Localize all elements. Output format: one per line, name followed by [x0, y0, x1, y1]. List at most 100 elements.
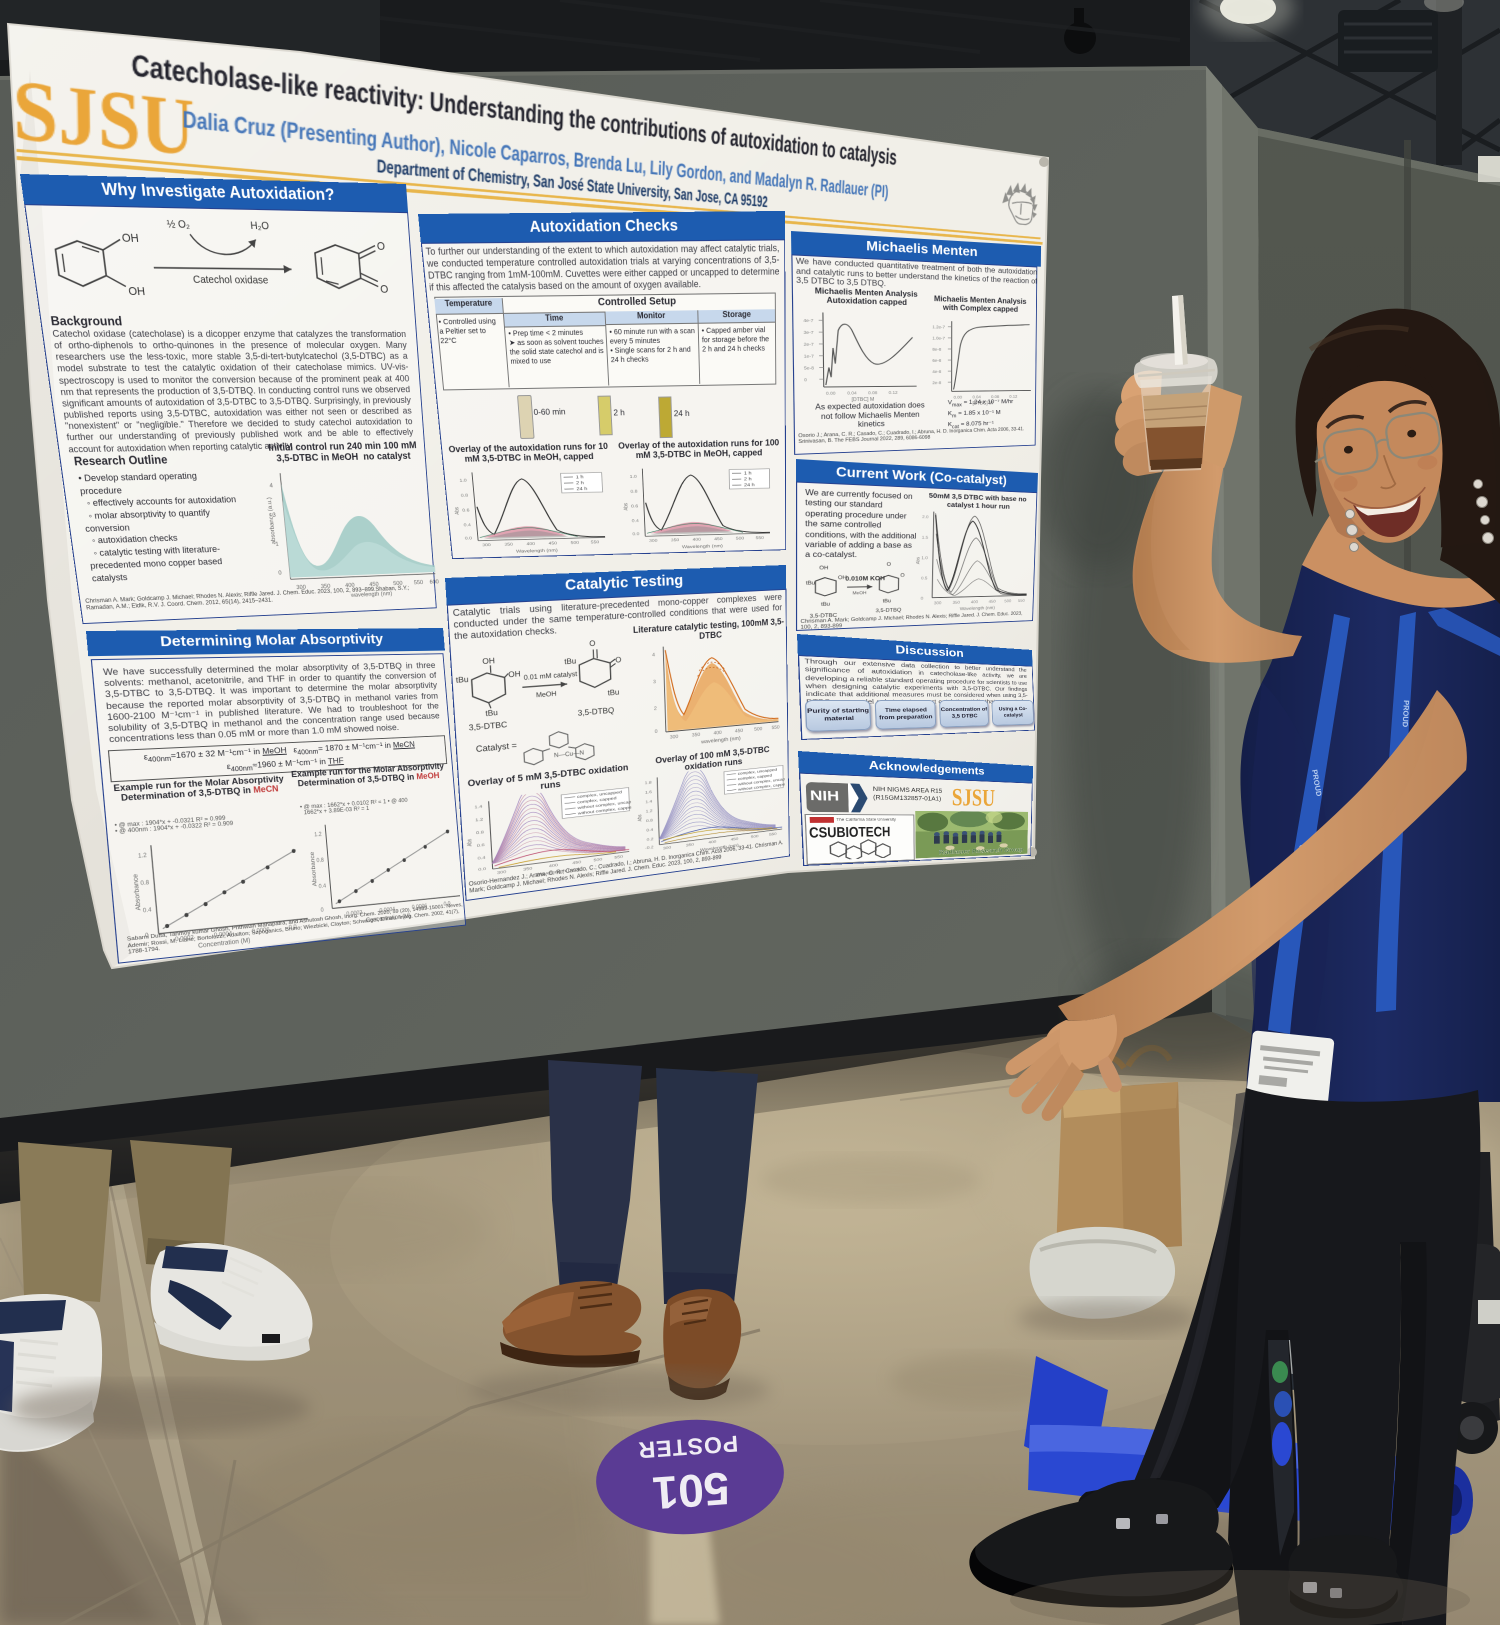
- svg-text:0: 0: [921, 597, 924, 601]
- svg-text:0: 0: [145, 932, 149, 939]
- svg-text:4: 4: [269, 483, 273, 489]
- svg-text:3,5-DTBQ: 3,5-DTBQ: [876, 607, 902, 614]
- svg-text:Wavelength (nm): Wavelength (nm): [700, 843, 739, 852]
- svg-text:300: 300: [934, 601, 942, 605]
- svg-text:0: 0: [804, 378, 807, 383]
- svg-text:550: 550: [591, 540, 600, 545]
- svg-text:1.2: 1.2: [138, 852, 148, 859]
- svg-text:Wavelength (nm): Wavelength (nm): [960, 605, 995, 611]
- svg-text:2 h: 2 h: [576, 481, 584, 486]
- svg-text:6e-8: 6e-8: [932, 359, 941, 363]
- svg-text:0.4: 0.4: [464, 523, 472, 528]
- svg-text:2e-8: 2e-8: [932, 381, 941, 385]
- svg-text:0.0006: 0.0006: [412, 903, 428, 911]
- svg-text:without complex, uncappe: without complex, uncappe: [577, 800, 634, 811]
- svg-text:300: 300: [670, 734, 679, 740]
- svg-text:Abs: Abs: [466, 839, 473, 847]
- svg-text:0.6: 0.6: [462, 508, 470, 513]
- svg-text:350: 350: [692, 732, 701, 738]
- svg-text:O: O: [887, 561, 891, 567]
- svg-text:tBu: tBu: [564, 657, 576, 667]
- svg-text:3: 3: [653, 679, 656, 685]
- svg-text:OH: OH: [128, 285, 146, 298]
- svg-text:0.8: 0.8: [476, 831, 484, 836]
- svg-text:O: O: [380, 283, 389, 296]
- svg-text:350: 350: [321, 584, 331, 590]
- svg-text:450: 450: [369, 582, 379, 588]
- svg-text:0.00: 0.00: [826, 392, 836, 397]
- svg-text:0.0002: 0.0002: [346, 909, 363, 917]
- svg-text:0: 0: [655, 729, 658, 735]
- svg-text:1 h: 1 h: [744, 471, 752, 476]
- svg-text:MeOH: MeOH: [536, 689, 557, 699]
- svg-text:1 h: 1 h: [576, 475, 584, 480]
- svg-text:1.4: 1.4: [474, 805, 483, 810]
- svg-text:complex, uncapped: complex, uncapped: [577, 791, 622, 800]
- svg-text:tBu: tBu: [456, 675, 469, 685]
- svg-text:0.08: 0.08: [991, 395, 1000, 399]
- svg-text:wavelength (nm): wavelength (nm): [700, 736, 740, 745]
- svg-text:OH: OH: [482, 656, 495, 666]
- svg-text:1.5: 1.5: [922, 536, 929, 540]
- svg-text:550: 550: [414, 580, 424, 586]
- svg-text:1.0: 1.0: [921, 556, 928, 560]
- svg-text:350: 350: [671, 538, 679, 543]
- svg-text:450: 450: [989, 600, 996, 604]
- svg-text:2.0: 2.0: [922, 515, 929, 519]
- svg-text:550: 550: [614, 855, 623, 860]
- svg-text:0: 0: [278, 570, 282, 576]
- svg-text:300: 300: [296, 585, 306, 591]
- svg-text:1.2: 1.2: [475, 818, 483, 823]
- svg-text:300: 300: [649, 539, 658, 544]
- svg-text:0: 0: [320, 907, 324, 914]
- svg-text:0.4: 0.4: [143, 907, 153, 914]
- svg-text:0.0006: 0.0006: [251, 927, 270, 935]
- svg-text:1: 1: [275, 542, 279, 548]
- svg-text:0.00: 0.00: [954, 396, 963, 400]
- svg-text:0.4: 0.4: [646, 828, 654, 833]
- svg-text:tBu: tBu: [608, 688, 620, 698]
- svg-text:0.0: 0.0: [443, 901, 451, 908]
- svg-text:0.0: 0.0: [478, 867, 487, 872]
- svg-text:0.4: 0.4: [318, 883, 326, 890]
- svg-text:1.0: 1.0: [630, 475, 637, 480]
- svg-text:MeOH: MeOH: [852, 591, 866, 596]
- svg-text:0.0004: 0.0004: [214, 930, 233, 938]
- svg-text:450: 450: [572, 860, 582, 865]
- svg-text:400: 400: [549, 863, 559, 868]
- svg-text:0.010M KOH: 0.010M KOH: [845, 574, 885, 582]
- svg-text:Abs: Abs: [637, 814, 643, 822]
- svg-text:400: 400: [526, 542, 535, 547]
- svg-text:400: 400: [693, 538, 701, 543]
- svg-text:0.0004: 0.0004: [379, 906, 395, 914]
- svg-text:N—Cu—N: N—Cu—N: [554, 749, 584, 759]
- svg-text:501: 501: [651, 1462, 731, 1519]
- svg-text:Abs: Abs: [624, 503, 630, 511]
- svg-text:450: 450: [731, 837, 739, 842]
- svg-text:-0.2: -0.2: [645, 846, 654, 851]
- svg-text:[DTBC] M: [DTBC] M: [851, 397, 874, 402]
- svg-text:OH: OH: [838, 574, 847, 580]
- svg-text:0.04: 0.04: [972, 395, 981, 399]
- svg-text:tBu: tBu: [485, 708, 498, 718]
- svg-text:Abs: Abs: [454, 507, 460, 515]
- svg-text:OH: OH: [508, 670, 521, 680]
- svg-text:3,5-DTBC: 3,5-DTBC: [468, 721, 507, 733]
- svg-text:1.2: 1.2: [314, 831, 322, 838]
- svg-text:0.8: 0.8: [646, 819, 653, 824]
- svg-text:without complex, uncapped: without complex, uncapped: [737, 777, 786, 787]
- svg-text:0.5: 0.5: [921, 576, 928, 580]
- svg-text:1.4: 1.4: [645, 800, 653, 805]
- svg-text:24 h: 24 h: [744, 483, 755, 488]
- svg-text:0.6: 0.6: [631, 504, 638, 509]
- svg-text:without complex, capped: without complex, capped: [737, 783, 785, 792]
- svg-text:Wavelength (nm): Wavelength (nm): [682, 544, 723, 549]
- svg-text:350: 350: [953, 601, 961, 605]
- svg-text:500: 500: [736, 537, 744, 542]
- svg-text:450: 450: [735, 728, 744, 734]
- svg-text:0.8: 0.8: [461, 494, 469, 499]
- svg-text:350: 350: [686, 843, 694, 848]
- svg-text:1.6: 1.6: [645, 790, 652, 795]
- svg-text:0.01 mM catalyst: 0.01 mM catalyst: [524, 669, 578, 681]
- svg-text:Wavelength (nm): Wavelength (nm): [535, 867, 580, 877]
